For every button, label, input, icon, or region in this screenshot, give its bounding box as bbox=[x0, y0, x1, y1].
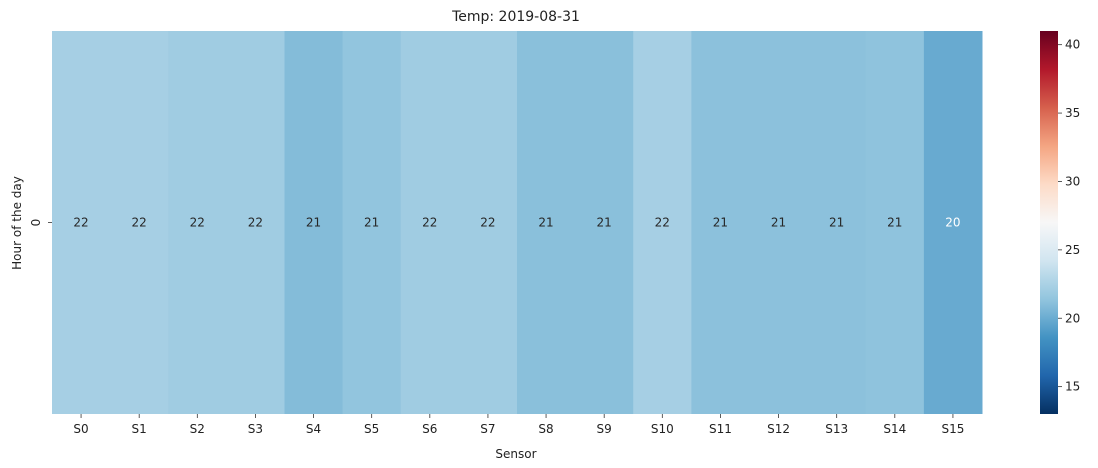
heatmap-cell bbox=[400, 31, 460, 414]
colorbar-tick-label: 40 bbox=[1065, 38, 1080, 52]
colorbar-tick-label: 20 bbox=[1065, 311, 1080, 325]
x-tick-label: S1 bbox=[132, 422, 147, 436]
x-tick-label: S9 bbox=[597, 422, 612, 436]
cell-value-label: 22 bbox=[73, 216, 88, 230]
y-axis-label: Hour of the day bbox=[10, 176, 24, 270]
chart-title: Temp: 2019-08-31 bbox=[451, 9, 580, 25]
colorbar-tick-label: 15 bbox=[1065, 380, 1080, 394]
x-tick-label: S8 bbox=[538, 422, 553, 436]
x-tick-label: S11 bbox=[709, 422, 732, 436]
cell-value-label: 22 bbox=[655, 216, 670, 230]
x-tick-label: S12 bbox=[767, 422, 790, 436]
heatmap-cells bbox=[52, 31, 983, 414]
cell-value-label: 21 bbox=[364, 216, 379, 230]
heatmap-cell bbox=[575, 31, 634, 414]
x-tick-label: S14 bbox=[883, 422, 906, 436]
cell-value-label: 22 bbox=[190, 216, 205, 230]
heatmap-cell bbox=[342, 31, 402, 414]
heatmap-cell bbox=[226, 31, 285, 414]
heatmap-cell bbox=[923, 31, 983, 414]
cell-value-label: 22 bbox=[248, 216, 263, 230]
colorbar-tick-label: 30 bbox=[1065, 174, 1080, 188]
heatmap-cell bbox=[807, 31, 867, 414]
heatmap-cell bbox=[458, 31, 518, 414]
x-axis: S0 S1 S2 S3 S4 S5 S6 S7 S8 S9 S10 S11 S12 S13 S14 S15 bbox=[73, 414, 964, 436]
colorbar-gradient bbox=[1040, 31, 1058, 414]
x-tick-label: S4 bbox=[306, 422, 321, 436]
x-tick-label: S2 bbox=[190, 422, 205, 436]
cell-value-label: 22 bbox=[132, 216, 147, 230]
x-tick-label: S5 bbox=[364, 422, 379, 436]
cell-value-label: 20 bbox=[945, 216, 960, 230]
x-tick-label: S7 bbox=[480, 422, 495, 436]
cell-value-label: 21 bbox=[306, 216, 321, 230]
x-axis-label: Sensor bbox=[495, 447, 536, 461]
x-tick-label: S0 bbox=[73, 422, 88, 436]
cell-value-label: 21 bbox=[713, 216, 728, 230]
heatmap-cell bbox=[865, 31, 925, 414]
cell-value-label: 22 bbox=[480, 216, 495, 230]
cell-value-label: 21 bbox=[887, 216, 902, 230]
heatmap-cell bbox=[749, 31, 809, 414]
cell-value-label: 21 bbox=[771, 216, 786, 230]
heatmap-cell-labels: 22 22 22 22 21 21 22 22 21 21 22 21 21 21 21 20 bbox=[73, 216, 960, 230]
colorbar: 15 20 25 30 35 40 bbox=[1040, 31, 1080, 414]
cell-value-label: 21 bbox=[538, 216, 553, 230]
heatmap-cell bbox=[52, 31, 111, 414]
cell-value-label: 21 bbox=[597, 216, 612, 230]
heatmap-cell bbox=[691, 31, 750, 414]
y-axis: 0 bbox=[29, 219, 52, 227]
heatmap-cell bbox=[284, 31, 344, 414]
cell-value-label: 22 bbox=[422, 216, 437, 230]
heatmap-cell bbox=[517, 31, 576, 414]
cell-value-label: 21 bbox=[829, 216, 844, 230]
x-tick-label: S13 bbox=[825, 422, 848, 436]
x-tick-label: S6 bbox=[422, 422, 437, 436]
heatmap-cell bbox=[110, 31, 169, 414]
y-tick-label: 0 bbox=[29, 219, 43, 227]
colorbar-tick-label: 25 bbox=[1065, 243, 1080, 257]
x-tick-label: S3 bbox=[248, 422, 263, 436]
heatmap-cell bbox=[633, 31, 692, 414]
x-tick-label: S10 bbox=[651, 422, 674, 436]
colorbar-tick-label: 35 bbox=[1065, 106, 1080, 120]
heatmap-cell bbox=[168, 31, 227, 414]
x-tick-label: S15 bbox=[941, 422, 964, 436]
